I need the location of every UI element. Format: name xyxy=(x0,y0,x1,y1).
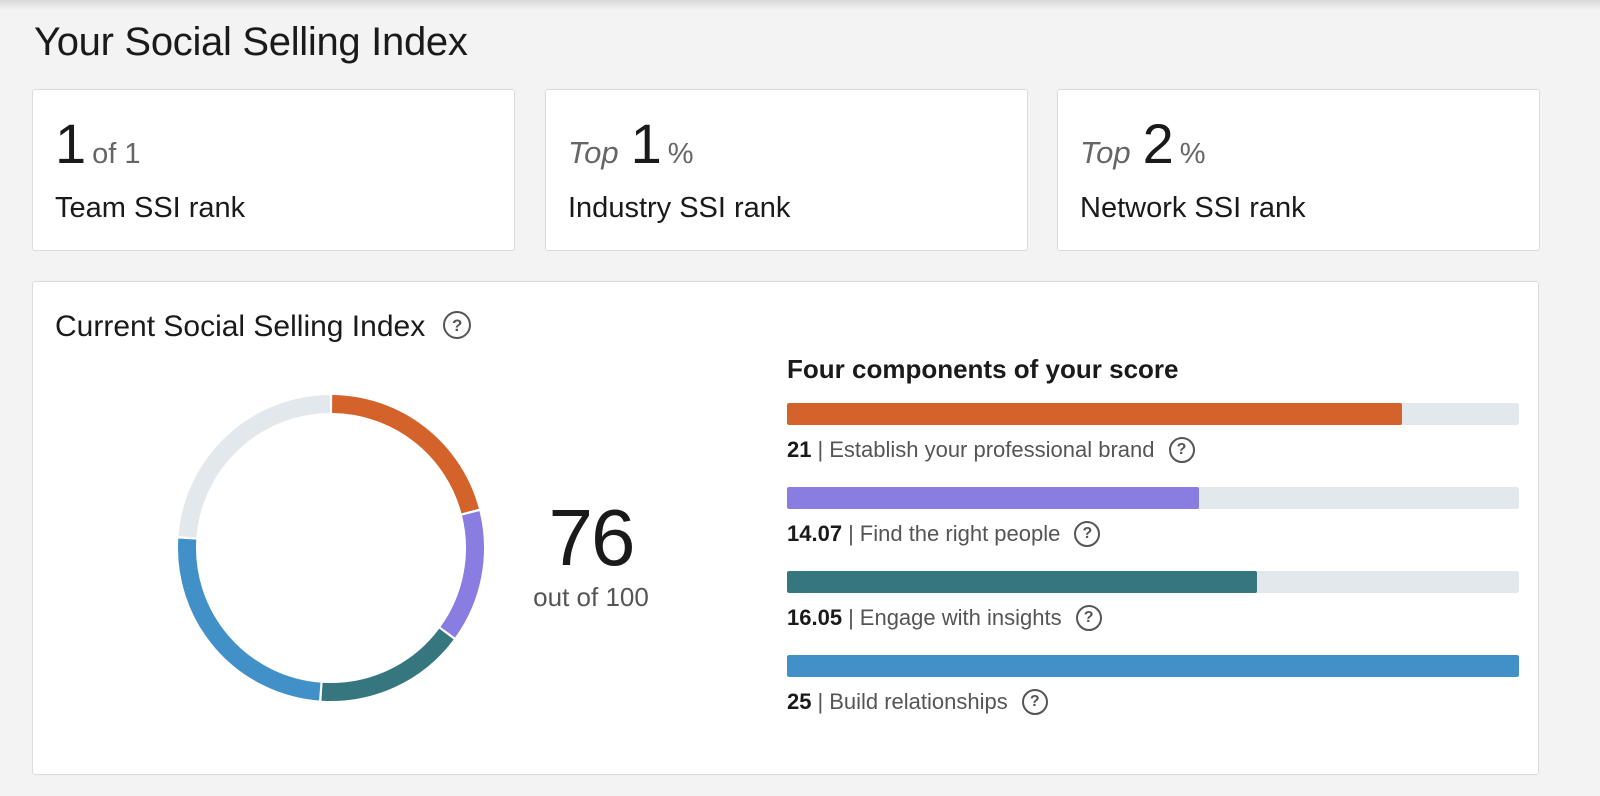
ssi-score-caption: out of 100 xyxy=(533,582,649,612)
components-title: Four components of your score xyxy=(787,354,1179,384)
industry-rank-value: Top 1 % xyxy=(568,116,694,172)
component-bar-fill xyxy=(787,655,1519,677)
question-circle-icon[interactable]: ? xyxy=(1021,689,1048,715)
donut-segment-engage-insights xyxy=(321,628,454,701)
component-bar-fill xyxy=(787,571,1257,593)
component-separator: | xyxy=(817,689,824,714)
component-name: Engage with insights xyxy=(859,605,1062,630)
question-circle-icon[interactable]: ? xyxy=(1074,521,1101,547)
component-bar-fill xyxy=(787,403,1402,425)
industry-rank-suffix: % xyxy=(667,138,694,170)
component-name: Find the right people xyxy=(859,521,1061,546)
donut-segment-right-people xyxy=(440,511,484,638)
donut-segment-remaining xyxy=(178,395,331,538)
component-label: 16.05 | Engage with insights ? xyxy=(787,605,1519,631)
component-score: 14.07 xyxy=(787,521,843,546)
team-rank-number: 1 xyxy=(55,112,87,175)
component-build-relationships: 25 | Build relationships ? xyxy=(787,655,1519,715)
team-rank-label: Team SSI rank xyxy=(55,192,246,224)
team-rank-card: 1 of 1 Team SSI rank xyxy=(32,89,515,251)
team-rank-value: 1 of 1 xyxy=(55,116,141,172)
network-rank-label: Network SSI rank xyxy=(1080,192,1306,224)
current-ssi-card: Current Social Selling Index? 76 out of … xyxy=(32,281,1539,775)
ssi-donut-svg xyxy=(178,395,484,701)
donut-segment-professional-brand xyxy=(331,395,479,514)
network-rank-suffix: % xyxy=(1179,138,1206,170)
page-title: Your Social Selling Index xyxy=(34,20,468,64)
component-right-people: 14.07 | Find the right people ? xyxy=(787,487,1519,547)
component-label: 14.07 | Find the right people ? xyxy=(787,521,1519,547)
question-circle-icon[interactable]: ? xyxy=(1075,605,1102,631)
component-separator: | xyxy=(817,437,824,462)
industry-rank-number: 1 xyxy=(630,112,662,175)
top-shadow xyxy=(0,0,1600,10)
question-circle-icon[interactable]: ? xyxy=(443,311,472,340)
component-engage-insights: 16.05 | Engage with insights ? xyxy=(787,571,1519,631)
ssi-donut-chart xyxy=(173,390,489,706)
component-bar-track xyxy=(787,655,1519,677)
current-ssi-heading: Current Social Selling Index? xyxy=(55,310,472,344)
component-bar-track xyxy=(787,487,1519,509)
ssi-total-score: 76 xyxy=(548,493,636,582)
team-rank-suffix: of 1 xyxy=(92,138,141,170)
component-label: 25 | Build relationships ? xyxy=(787,689,1519,715)
industry-rank-label: Industry SSI rank xyxy=(568,192,791,224)
network-rank-prefix: Top xyxy=(1080,135,1131,170)
component-professional-brand: 21 | Establish your professional brand ? xyxy=(787,403,1519,463)
network-rank-card: Top 2 % Network SSI rank xyxy=(1057,89,1540,251)
component-score: 21 xyxy=(787,437,812,462)
industry-rank-card: Top 1 % Industry SSI rank xyxy=(545,89,1028,251)
component-separator: | xyxy=(848,521,854,546)
component-bar-track xyxy=(787,571,1519,593)
component-name: Establish your professional brand xyxy=(829,437,1155,462)
component-bar-track xyxy=(787,403,1519,425)
component-label: 21 | Establish your professional brand ? xyxy=(787,437,1519,463)
current-ssi-title: Current Social Selling Index xyxy=(55,310,426,343)
question-circle-icon[interactable]: ? xyxy=(1168,437,1195,463)
network-rank-value: Top 2 % xyxy=(1080,116,1206,172)
component-name: Build relationships xyxy=(829,689,1008,714)
component-separator: | xyxy=(848,605,854,630)
industry-rank-prefix: Top xyxy=(568,135,619,170)
network-rank-number: 2 xyxy=(1142,112,1174,175)
component-score: 25 xyxy=(787,689,812,714)
component-score: 16.05 xyxy=(787,605,843,630)
component-bar-fill xyxy=(787,487,1199,509)
donut-segment-build-relationships xyxy=(178,538,321,701)
